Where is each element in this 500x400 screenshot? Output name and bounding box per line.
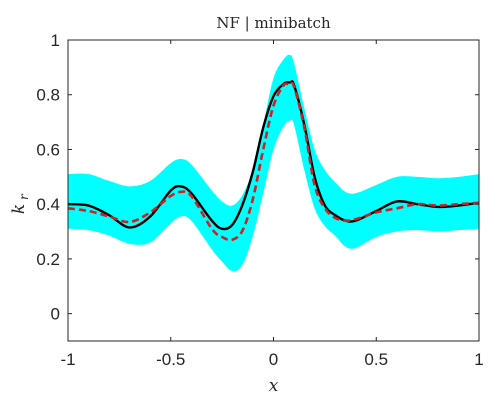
x-tick-label: 1 [474,350,483,369]
y-tick-label: 0.2 [36,250,60,269]
y-tick-label: 1 [51,31,60,50]
y-tick-label: 0.6 [36,140,60,159]
x-tick-label: -0.5 [156,350,185,369]
x-tick-label: 0.5 [364,350,388,369]
plot-area [67,54,480,272]
uncertainty-band [68,54,479,272]
axes: -1 -0.5 0 0.5 1 0 0.2 0.4 0.6 0.8 1 [36,31,483,369]
x-tick-label: -1 [60,350,75,369]
series-line-dashed [67,81,480,242]
chart-title: NF | minibatch [216,14,331,32]
y-tick-label: 0.8 [36,86,60,105]
y-axis-label-subscript: r [17,193,31,200]
y-axis-label-group: k r [9,193,31,214]
x-axis-label: x [269,376,279,396]
y-axis-label: k [9,204,29,214]
series-line-solid [67,80,480,231]
y-tick-label: 0 [51,305,60,324]
y-tick-label: 0.4 [36,195,60,214]
x-tick-label: 0 [269,350,278,369]
